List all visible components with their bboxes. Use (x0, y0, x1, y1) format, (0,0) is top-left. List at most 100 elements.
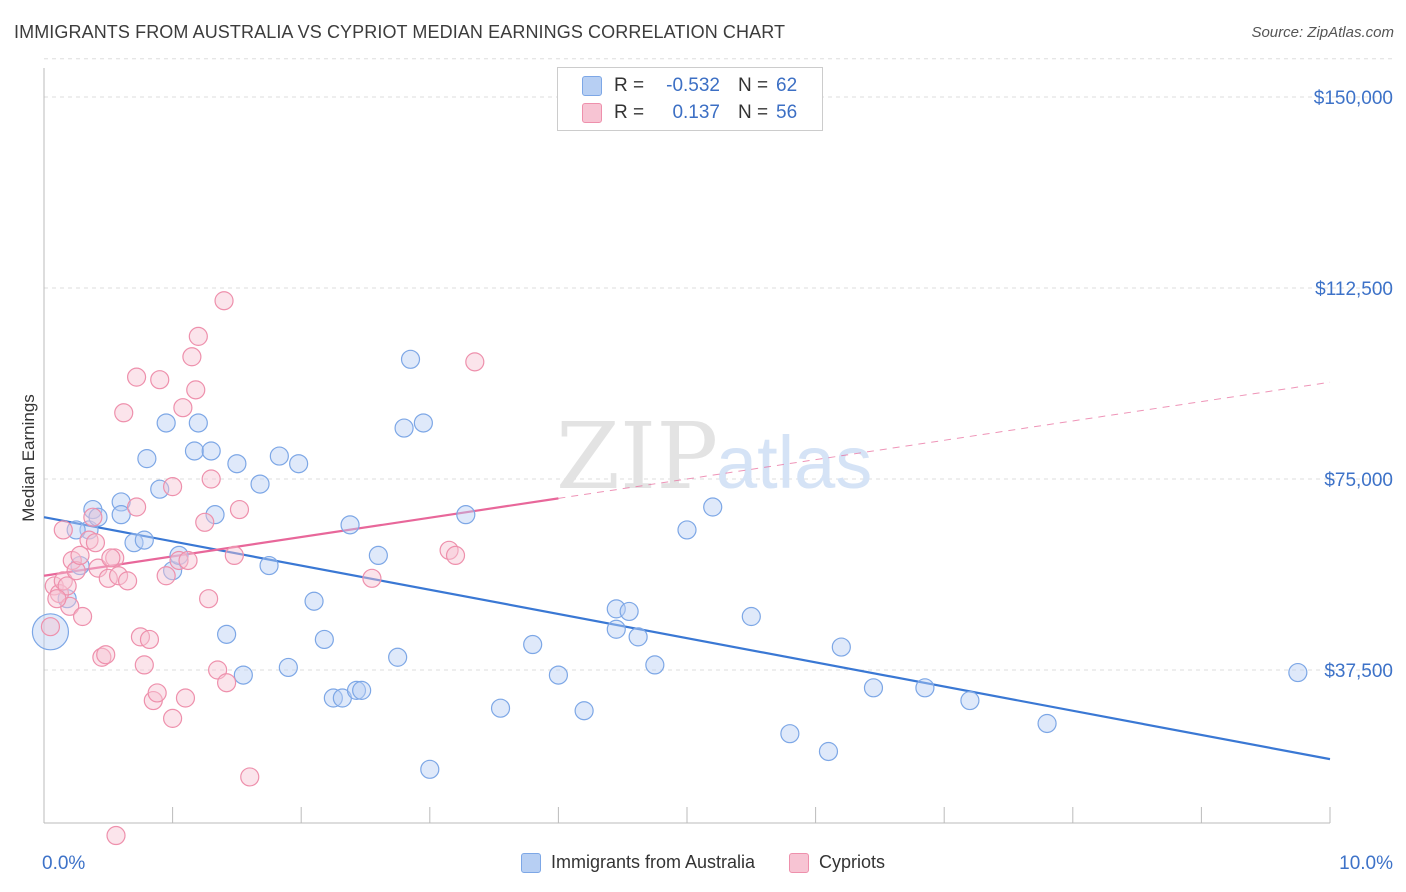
axes (43, 68, 1331, 824)
point-australia (548, 665, 569, 685)
point-cypriots (70, 545, 90, 566)
point-australia (188, 413, 208, 433)
point-cypriots (150, 370, 170, 390)
watermark: ZIP atlas (556, 403, 872, 510)
point-cypriots (163, 477, 183, 497)
point-cypriots (85, 533, 106, 553)
point-australia (314, 629, 334, 650)
point-australia (340, 515, 360, 535)
point-australia (619, 601, 639, 622)
point-cypriots (117, 571, 138, 591)
point-australia (368, 545, 388, 566)
tick-labels: $37,500 $75,000 $112,500 $150,000 0.0% 10.0% (42, 88, 1393, 874)
point-australia (574, 701, 594, 721)
chart-title: IMMIGRANTS FROM AUSTRALIA VS CYPRIOT MED… (14, 22, 786, 42)
point-australia (134, 530, 154, 550)
point-cypriots (188, 326, 208, 346)
stats-row-australia: R = -0.532 N = 62 (582, 74, 797, 98)
legend-item-cypriots[interactable]: Cypriots (789, 852, 885, 873)
point-australia (184, 441, 205, 461)
point-cypriots (445, 545, 466, 566)
point-australia (1037, 713, 1057, 734)
point-cypriots (156, 566, 176, 586)
point-cypriots (47, 589, 67, 609)
point-australia (863, 678, 884, 698)
trend-line-cypriots (43, 497, 559, 577)
point-cypriots (53, 520, 73, 540)
point-cypriots (173, 398, 193, 418)
point-australia (201, 441, 221, 461)
point-australia (703, 497, 723, 517)
point-cypriots (199, 589, 219, 609)
data-points (31, 291, 1308, 846)
point-australia (456, 505, 476, 525)
point-cypriots (83, 507, 103, 527)
legend-swatch-cypriots (789, 852, 810, 873)
swatch-australia (582, 76, 602, 96)
n-label: N = (738, 102, 769, 123)
trend-lines (43, 381, 1331, 761)
point-cypriots (163, 708, 183, 728)
y-tick-label: $150,000 (1314, 88, 1393, 109)
r-value: 0.137 (672, 102, 720, 123)
point-australia (31, 613, 70, 651)
point-cypriots (186, 380, 206, 400)
legend-label-australia: Immigrants from Australia (550, 852, 756, 872)
point-australia (269, 446, 289, 466)
legend-item-australia[interactable]: Immigrants from Australia (520, 852, 756, 873)
point-australia (420, 759, 440, 779)
x-tick-label-min: 0.0% (42, 853, 85, 874)
point-australia (677, 520, 697, 540)
point-cypriots (106, 825, 126, 846)
point-australia (111, 505, 131, 525)
point-australia (346, 680, 367, 700)
point-cypriots (224, 545, 244, 566)
point-cypriots (439, 540, 459, 560)
r-label: R = (614, 75, 645, 96)
y-tick-label: $112,500 (1315, 279, 1393, 300)
y-tick-label: $37,500 (1324, 661, 1393, 682)
point-australia (818, 741, 839, 762)
point-australia (915, 678, 935, 698)
point-australia (394, 418, 414, 438)
point-australia (259, 555, 279, 576)
point-cypriots (66, 561, 86, 581)
point-cypriots (126, 367, 147, 387)
point-cypriots (195, 512, 215, 532)
point-australia (233, 665, 253, 685)
point-cypriots (217, 673, 237, 693)
point-australia (205, 505, 225, 525)
r-label: R = (614, 102, 645, 123)
swatch-cypriots (582, 103, 602, 123)
point-australia (88, 507, 108, 527)
point-cypriots (126, 497, 147, 517)
point-cypriots (53, 571, 73, 591)
point-cypriots (88, 558, 108, 578)
point-cypriots (240, 767, 260, 787)
point-cypriots (147, 683, 167, 703)
watermark-zip: ZIP (556, 403, 718, 510)
source-label: Source: ZipAtlas.com (1251, 24, 1394, 41)
point-australia (628, 627, 648, 647)
point-cypriots (96, 645, 116, 665)
point-cypriots (108, 566, 129, 586)
point-australia (250, 474, 270, 494)
point-cypriots (114, 403, 134, 423)
point-australia (304, 591, 324, 611)
x-tick-label-max: 10.0% (1339, 853, 1393, 874)
point-australia (1288, 662, 1308, 683)
legend: Immigrants from Australia Cypriots (0, 852, 1406, 873)
point-cypriots (362, 568, 382, 588)
legend-swatch-australia (520, 852, 541, 873)
point-cypriots (40, 617, 61, 637)
point-australia (137, 449, 157, 469)
point-cypriots (214, 291, 234, 311)
point-australia (523, 634, 543, 655)
point-cypriots (134, 655, 154, 675)
trend-line-australia (43, 516, 1331, 761)
point-cypriots (229, 499, 250, 520)
point-australia (156, 413, 176, 433)
point-australia (352, 680, 372, 700)
point-cypriots (201, 469, 221, 489)
